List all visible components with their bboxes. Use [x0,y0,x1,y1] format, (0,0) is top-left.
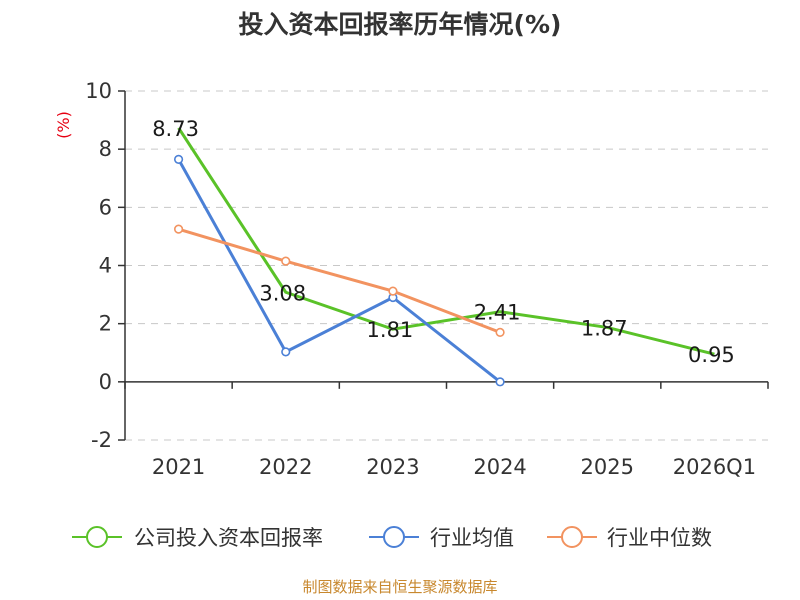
legend[interactable]: 公司投入资本回报率 行业均值 行业中位数 [72,526,712,550]
x-tick-label: 2024 [473,455,526,479]
legend-marker-icon [561,526,583,548]
y-tick-label: 10 [85,79,112,103]
data-point[interactable] [388,286,398,296]
data-point[interactable] [281,347,291,357]
series-line [177,127,715,356]
legend-item[interactable]: 行业均值 [369,526,514,550]
legend-label: 行业均值 [430,526,514,550]
series-line [178,227,501,334]
legend-marker-icon [383,526,405,548]
y-tick-label: 0 [99,370,112,394]
chart-title: 投入资本回报率历年情况(%) [239,10,562,39]
data-label: 0.95 [688,343,735,367]
y-axis-label: (%) [54,111,73,139]
y-tick-label: 2 [99,312,112,336]
legend-label: 行业中位数 [607,526,712,550]
y-tick-label: 6 [99,195,112,219]
x-tick-label: 2026Q1 [673,455,756,479]
source-note: 制图数据来自恒生聚源数据库 [302,578,497,596]
series-line [177,158,502,384]
x-tick-label: 2023 [366,455,419,479]
data-label: 1.87 [581,316,628,340]
data-point[interactable] [281,256,291,266]
x-tick-label: 2022 [259,455,312,479]
y-tick-label: 8 [99,137,112,161]
data-point[interactable] [173,154,184,164]
data-labels: 8.73 3.08 1.81 2.41 1.87 0.95 [152,117,735,367]
data-label: 3.08 [259,281,306,305]
x-tick-label: 2025 [581,455,634,479]
y-tick-label: 4 [99,254,112,278]
data-point[interactable] [495,377,505,387]
data-label: 2.41 [474,301,521,325]
x-tick-label: 2021 [152,455,205,479]
data-label: 8.73 [152,117,199,141]
grid [125,90,768,441]
data-point[interactable] [173,224,184,234]
data-label: 1.81 [367,318,414,342]
legend-item[interactable]: 公司投入资本回报率 [72,526,323,550]
data-point[interactable] [495,327,505,337]
legend-item[interactable]: 行业中位数 [547,526,712,550]
series [173,127,715,387]
y-tick-label: -2 [91,428,112,452]
legend-label: 公司投入资本回报率 [134,526,323,550]
legend-marker-icon [86,526,108,548]
axes: -2 0 2 4 6 8 10 2021 2022 2023 2024 2025 2026Q1 [85,79,769,479]
